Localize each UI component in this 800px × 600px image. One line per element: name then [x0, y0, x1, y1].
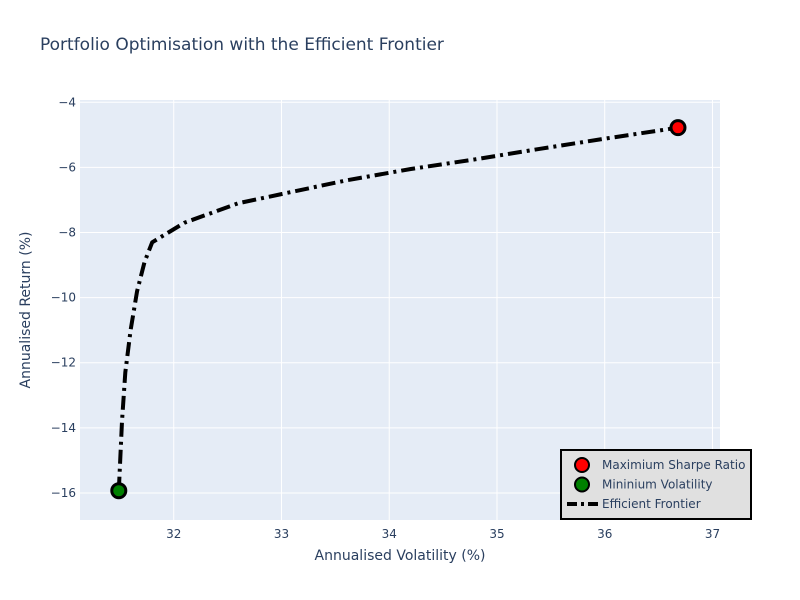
- y-tick-label: −12: [51, 356, 76, 370]
- x-tick-label: 37: [705, 527, 720, 541]
- legend-label: Mininium Volatility: [602, 478, 713, 492]
- y-tick-label: −8: [58, 226, 76, 240]
- y-tick-label: −4: [58, 95, 76, 109]
- data-series: [110, 119, 687, 500]
- x-tick-label: 35: [489, 527, 504, 541]
- x-axis-title: Annualised Volatility (%): [315, 548, 486, 564]
- y-tick-label: −6: [58, 160, 76, 174]
- x-tick-label: 33: [274, 527, 289, 541]
- grid-lines: [80, 100, 720, 520]
- legend-marker: [574, 476, 590, 493]
- efficient-frontier-line: [116, 125, 679, 491]
- x-tick-label: 34: [382, 527, 397, 541]
- legend-label: Maximium Sharpe Ratio: [602, 458, 745, 472]
- legend-marker: [574, 457, 590, 473]
- legend-label: Efficient Frontier: [602, 497, 701, 511]
- legend-box: [560, 449, 752, 520]
- min-volatility-marker: [110, 482, 128, 500]
- y-tick-label: −16: [51, 486, 76, 500]
- x-tick-label: 32: [166, 527, 181, 541]
- y-tick-label: −10: [51, 291, 76, 305]
- legend: Maximium Sharpe Ratio Mininium Volatility…: [560, 449, 752, 520]
- chart-title: Portfolio Optimisation with the Efficien…: [40, 35, 444, 55]
- max-sharpe-marker: [669, 119, 687, 137]
- y-tick-label: −14: [51, 421, 76, 435]
- y-axis-title: Annualised Return (%): [18, 232, 34, 389]
- x-tick-label: 36: [597, 527, 612, 541]
- tick-labels: 32 33 34 35 36 37 −16 −14 −12 −10 −8 −6 −4: [51, 95, 720, 541]
